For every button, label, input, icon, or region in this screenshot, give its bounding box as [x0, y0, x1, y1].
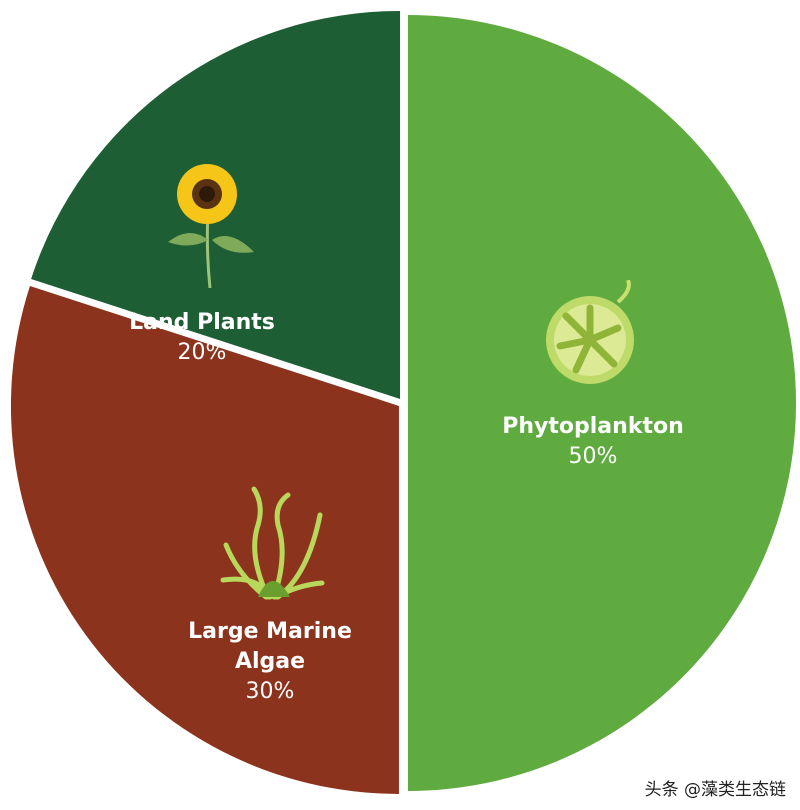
watermark: 头条 @藻类生态链	[644, 780, 786, 800]
slice-label: Phytoplankton	[502, 414, 684, 439]
sunflower-icon	[168, 164, 254, 289]
pie-slice-large-marine-algae	[10, 286, 399, 794]
pie-slice-phytoplankton	[408, 15, 796, 791]
slice-label-line-1: Large Marine	[188, 619, 352, 644]
slice-label: Land Plants	[129, 310, 275, 335]
label-land-plants: Land Plants 20%	[129, 308, 275, 368]
label-phytoplankton: Phytoplankton 50%	[502, 412, 683, 472]
slice-value-label: 30%	[245, 679, 295, 704]
seaweed-icon	[220, 486, 325, 600]
phytoplankton-cell-icon	[546, 280, 634, 384]
label-large-marine-algae: Large Marine Algae 30%	[188, 617, 352, 707]
slice-value-label: 50%	[568, 444, 618, 469]
slice-value-label: 20%	[177, 340, 227, 365]
slice-label-line-2: Algae	[234, 649, 306, 674]
